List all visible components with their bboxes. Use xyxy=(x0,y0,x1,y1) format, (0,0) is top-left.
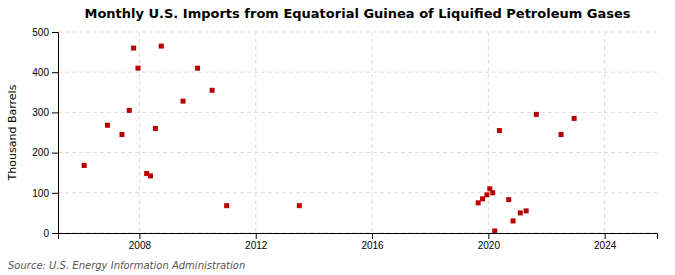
point xyxy=(572,116,577,121)
x-tick-label: 2008 xyxy=(129,240,152,251)
x-axis-line xyxy=(59,234,658,240)
y-tick-label: 100 xyxy=(32,188,49,199)
x-tick-mark xyxy=(139,233,140,239)
title: Monthly U.S. Imports from Equatorial Gui… xyxy=(84,6,630,21)
point xyxy=(159,44,164,49)
y-axis-title: Thousand Barrels xyxy=(6,84,19,181)
x-grid-line xyxy=(604,32,605,233)
x-tick-label: 2020 xyxy=(478,240,501,251)
point xyxy=(511,218,516,223)
point xyxy=(224,203,229,208)
point xyxy=(476,200,481,205)
point xyxy=(484,192,489,197)
x-tick-mark xyxy=(256,233,257,239)
x-tick: 2008 xyxy=(129,233,152,251)
point xyxy=(195,66,200,71)
y-tick: 200 xyxy=(32,147,58,158)
point xyxy=(490,190,495,195)
y-tick: 100 xyxy=(32,188,58,199)
x-tick-mark xyxy=(488,233,489,239)
x-tick-mark xyxy=(605,233,606,239)
y-tick-mark xyxy=(52,72,58,73)
point xyxy=(492,228,497,233)
x-grid-line xyxy=(139,32,140,233)
y-axis-line xyxy=(52,33,59,234)
y-tick-label: 500 xyxy=(32,27,49,38)
y-grid-line xyxy=(58,32,657,33)
point xyxy=(559,132,564,137)
x-tick-label: 2024 xyxy=(594,240,617,251)
y-tick-mark xyxy=(52,112,58,113)
y-tick-mark xyxy=(52,32,58,33)
y-grid-line xyxy=(58,72,657,73)
y-tick-label: 400 xyxy=(32,67,49,78)
points xyxy=(82,44,577,233)
y-grid-line xyxy=(58,112,657,113)
y-tick-mark xyxy=(52,153,58,154)
point xyxy=(127,108,132,113)
point xyxy=(135,66,140,71)
x-tick-mark xyxy=(372,233,373,239)
y-grid-line xyxy=(58,192,657,193)
x-tick-label: 2012 xyxy=(245,240,268,251)
point xyxy=(181,99,186,104)
plot-area: 2008 2012 2016 2020 2024 0 100 200 300 400 500 xyxy=(32,27,657,251)
y-tick-mark xyxy=(52,233,58,234)
y-tick-label: 300 xyxy=(32,107,49,118)
y-tick: 0 xyxy=(43,228,58,239)
point xyxy=(518,210,523,215)
y-tick-mark xyxy=(52,193,58,194)
x-grid-line xyxy=(372,32,373,233)
x-tick: 2012 xyxy=(245,233,268,251)
annotation: Source: U.S. Energy Information Administ… xyxy=(8,260,245,271)
y-tick-label: 200 xyxy=(32,147,49,158)
point xyxy=(506,197,511,202)
y-axis: 0 100 200 300 400 500 xyxy=(32,27,58,239)
point xyxy=(497,128,502,133)
x-tick-label: 2016 xyxy=(361,240,384,251)
x-axis: 2008 2012 2016 2020 2024 xyxy=(59,233,658,251)
x-grid-line xyxy=(488,32,489,233)
point xyxy=(210,88,215,93)
point xyxy=(534,112,539,117)
point xyxy=(153,126,158,131)
y-grid-line xyxy=(58,152,657,153)
point xyxy=(480,196,485,201)
point xyxy=(297,203,302,208)
y-tick: 400 xyxy=(32,67,58,78)
y-tick: 500 xyxy=(32,27,58,38)
point xyxy=(105,123,110,128)
x-tick: 2016 xyxy=(361,233,384,251)
point xyxy=(119,132,124,137)
x-tick: 2020 xyxy=(478,233,501,251)
point xyxy=(131,46,136,51)
point xyxy=(148,173,153,178)
y-tick: 300 xyxy=(32,107,58,118)
y-tick-label: 0 xyxy=(43,228,49,239)
point xyxy=(524,208,529,213)
point xyxy=(82,163,87,168)
grid xyxy=(58,32,657,233)
x-tick: 2024 xyxy=(594,233,617,251)
x-grid-line xyxy=(255,32,256,233)
chart: 2008 2012 2016 2020 2024 0 100 200 300 400 500 Mont… xyxy=(0,0,675,275)
